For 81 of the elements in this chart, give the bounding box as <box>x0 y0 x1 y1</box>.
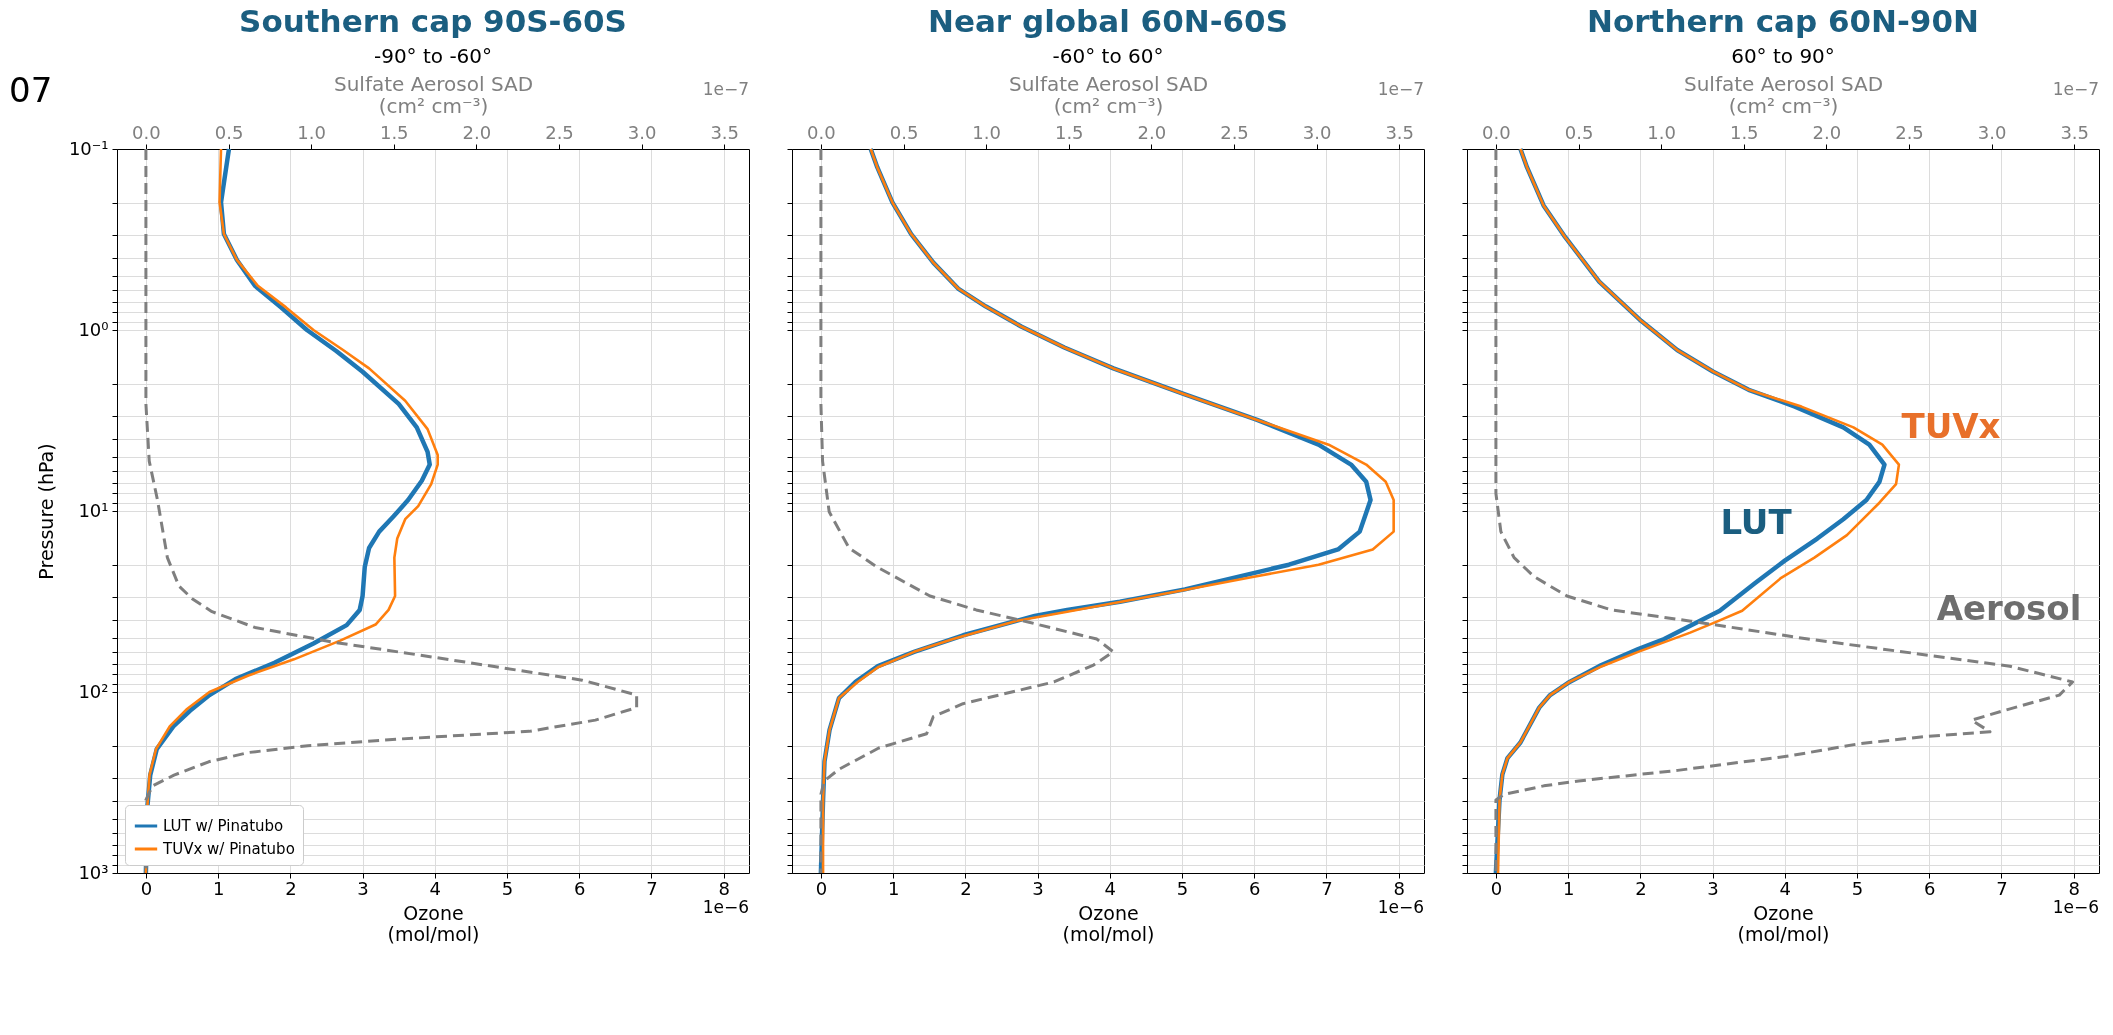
annotation: LUT <box>1720 502 1793 542</box>
x-tick-label: 1 <box>887 877 900 899</box>
x-axis-title: Ozone (mol/mol) <box>1737 901 1830 945</box>
x-axis-title: Ozone (mol/mol) <box>387 901 480 945</box>
y-tick-label: 10² <box>78 680 109 702</box>
x-axis-title: Ozone (mol/mol) <box>1062 901 1155 945</box>
x-tick-label: 3 <box>1707 877 1719 899</box>
x-tick-label: 6 <box>1924 877 1936 899</box>
x-tick-label: 7 <box>646 877 658 899</box>
x-tick-label: 8 <box>718 877 730 899</box>
x2-tick-label: 0.0 <box>132 121 161 143</box>
text: 1e−7 <box>702 79 749 99</box>
x2-tick-label: 2.5 <box>1220 121 1249 143</box>
chart-title: Northern cap 60N-90N <box>1587 3 1979 39</box>
x2-tick-label: 1.5 <box>1054 121 1084 143</box>
x-tick-label: 5 <box>501 877 514 899</box>
x2-tick-label: 0.5 <box>214 121 244 143</box>
x-tick-label: 6 <box>1249 877 1261 899</box>
chart-subtitle: -60° to 60° <box>1052 44 1164 68</box>
x2-tick-label: 3.5 <box>1385 121 1415 143</box>
x-tick-label: 6 <box>574 877 586 899</box>
x-tick-label: 4 <box>1779 877 1792 899</box>
x-tick-label: 0 <box>140 877 153 899</box>
x2-tick-label: 1.0 <box>972 121 1001 143</box>
y-tick-label: 10⁰ <box>78 318 109 340</box>
x-tick-label: 5 <box>1851 877 1864 899</box>
x-tick-label: 5 <box>1176 877 1189 899</box>
x2-tick-label: 3.5 <box>710 121 740 143</box>
chart-subtitle: 60° to 90° <box>1731 44 1835 68</box>
x2-tick-label: 1.5 <box>379 121 409 143</box>
x2-tick-label: 2.0 <box>462 121 492 143</box>
x2-tick-label: 2.5 <box>545 121 574 143</box>
x-tick-label: 2 <box>285 877 297 899</box>
x-tick-label: 0 <box>1490 877 1503 899</box>
annotation: TUVx <box>1901 406 2001 446</box>
x2-tick-label: 0.0 <box>807 121 836 143</box>
x2-tick-label: 2.0 <box>1812 121 1842 143</box>
x-tick-label: 1 <box>1562 877 1575 899</box>
x2-axis-title: Sulfate Aerosol SAD (cm² cm⁻³) <box>333 71 534 118</box>
chart-title: Near global 60N-60S <box>927 3 1289 39</box>
y-axis-title: Pressure (hPa) <box>34 443 57 580</box>
chart-subtitle: -90° to -60° <box>373 44 493 68</box>
x2-tick-label: 0.5 <box>1564 121 1594 143</box>
y-tick-label: 10⁻¹ <box>68 137 109 159</box>
y-tick-label: 10¹ <box>78 499 109 521</box>
x2-tick-label: 3.5 <box>2060 121 2090 143</box>
x2-tick-label: 0.5 <box>889 121 919 143</box>
legend-label: TUVx w/ Pinatubo <box>162 840 295 858</box>
x-tick-label: 1 <box>212 877 225 899</box>
x-tick-label: 3 <box>1032 877 1044 899</box>
x2-tick-label: 2.0 <box>1137 121 1167 143</box>
x-tick-label: 2 <box>1635 877 1647 899</box>
x-tick-label: 4 <box>1104 877 1117 899</box>
x2-tick-label: 3.0 <box>627 121 657 143</box>
x-tick-label: 2 <box>960 877 972 899</box>
text: 1e−7 <box>2052 79 2099 99</box>
x-tick-label: 7 <box>1321 877 1333 899</box>
text: 1e−6 <box>2052 897 2099 917</box>
x2-tick-label: 3.0 <box>1977 121 2007 143</box>
text: 1e−6 <box>1377 897 1424 917</box>
x2-axis-title: Sulfate Aerosol SAD (cm² cm⁻³) <box>1008 71 1209 118</box>
text: 1e−7 <box>1377 79 1424 99</box>
x-tick-label: 8 <box>2068 877 2080 899</box>
x2-tick-label: 1.0 <box>1647 121 1676 143</box>
annotation: Aerosol <box>1936 588 2082 628</box>
x2-tick-label: 1.0 <box>297 121 326 143</box>
x-tick-label: 0 <box>815 877 828 899</box>
x2-tick-label: 0.0 <box>1482 121 1511 143</box>
x2-tick-label: 3.0 <box>1302 121 1332 143</box>
legend-label: LUT w/ Pinatubo <box>163 817 284 835</box>
x2-tick-label: 1.5 <box>1729 121 1759 143</box>
x2-axis-title: Sulfate Aerosol SAD (cm² cm⁻³) <box>1683 71 1884 118</box>
x-tick-label: 3 <box>357 877 369 899</box>
text: 1e−6 <box>702 897 749 917</box>
text: 07 <box>9 70 53 110</box>
x-tick-label: 7 <box>1996 877 2008 899</box>
x-tick-label: 4 <box>429 877 442 899</box>
x-tick-label: 8 <box>1393 877 1405 899</box>
x2-tick-label: 2.5 <box>1895 121 1924 143</box>
chart-title: Southern cap 90S-60S <box>239 3 627 39</box>
y-tick-label: 10³ <box>78 861 109 883</box>
